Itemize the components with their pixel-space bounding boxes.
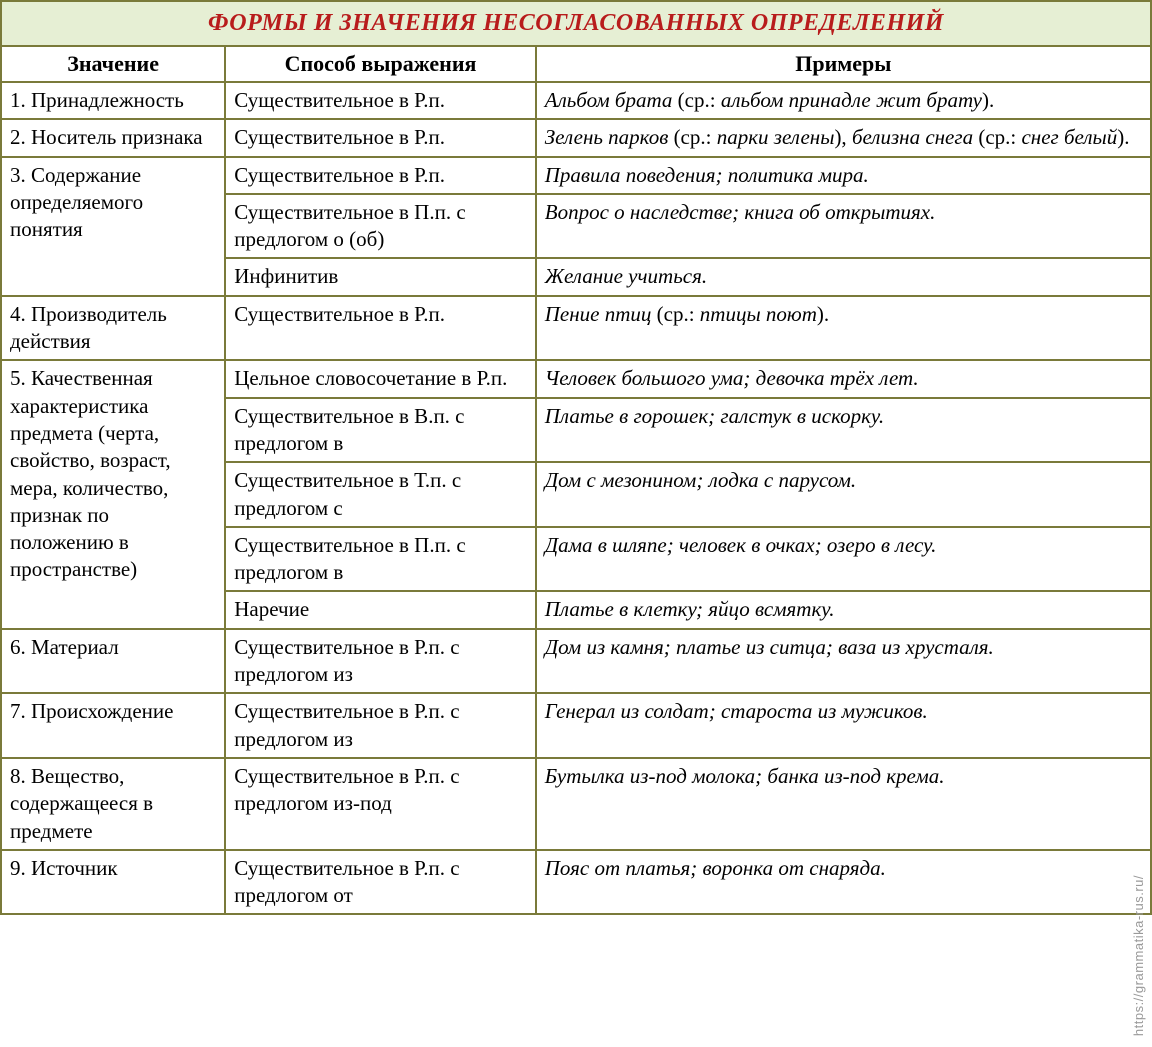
cell-method: Существительное в Р.п. с предлогом от [225,850,536,915]
grammar-table: ФОРМЫ И ЗНАЧЕНИЯ НЕСОГЛАСОВАННЫХ ОПРЕДЕЛ… [0,0,1152,915]
col-header-method: Способ выражения [225,46,536,82]
cell-examples: Зелень парков (ср.: парки зелены), белиз… [536,119,1151,156]
cell-examples: Дом из камня; платье из ситца; ваза из х… [536,629,1151,694]
table-row: 1. ПринадлежностьСуществительное в Р.п.А… [1,82,1151,119]
cell-meaning: 4. Производитель действия [1,296,225,361]
col-header-examples: Примеры [536,46,1151,82]
cell-examples: Пение птиц (ср.: птицы поют). [536,296,1151,361]
cell-method: Существительное в Т.п. с предлогом с [225,462,536,527]
cell-examples: Вопрос о наследстве; книга об открытиях. [536,194,1151,259]
table-row: 5. Качественная характеристика предмета … [1,360,1151,397]
cell-examples: Платье в горошек; галстук в искорку. [536,398,1151,463]
table-row: 4. Производитель действияСуществительное… [1,296,1151,361]
cell-method: Существительное в Р.п. [225,296,536,361]
cell-meaning: 6. Материал [1,629,225,694]
table-row: 3. Содержание определяемого понятияСущес… [1,157,1151,194]
cell-meaning: 8. Вещество, содержащееся в предмете [1,758,225,850]
cell-meaning: 9. Источник [1,850,225,915]
cell-examples: Дом с мезонином; лодка с парусом. [536,462,1151,527]
table-row: 6. МатериалСуществительное в Р.п. с пред… [1,629,1151,694]
cell-method: Существительное в В.п. с предлогом в [225,398,536,463]
cell-meaning: 1. Принадлежность [1,82,225,119]
col-header-meaning: Значение [1,46,225,82]
table-row: 2. Носитель признакаСуществительное в Р.… [1,119,1151,156]
cell-method: Существительное в Р.п. с предлогом из [225,693,536,758]
cell-examples: Дама в шляпе; человек в очках; озеро в л… [536,527,1151,592]
table-title: ФОРМЫ И ЗНАЧЕНИЯ НЕСОГЛАСОВАННЫХ ОПРЕДЕЛ… [1,1,1151,46]
cell-method: Существительное в Р.п. [225,82,536,119]
cell-method: Существительное в Р.п. с предлогом из [225,629,536,694]
cell-examples: Генерал из солдат; староста из мужиков. [536,693,1151,758]
cell-examples: Человек большого ума; девочка трёх лет. [536,360,1151,397]
cell-examples: Желание учиться. [536,258,1151,295]
cell-meaning: 3. Содержание определяемого понятия [1,157,225,296]
cell-method: Инфинитив [225,258,536,295]
cell-examples: Платье в клетку; яйцо всмятку. [536,591,1151,628]
cell-examples: Бутылка из-под молока; банка из-под крем… [536,758,1151,850]
cell-method: Цельное словосочетание в Р.п. [225,360,536,397]
table-row: 7. ПроисхождениеСуществительное в Р.п. с… [1,693,1151,758]
cell-examples: Правила поведения; политика мира. [536,157,1151,194]
cell-examples: Пояс от платья; воронка от снаряда. [536,850,1151,915]
table-row: 9. ИсточникСуществительное в Р.п. с пред… [1,850,1151,915]
cell-meaning: 2. Носитель признака [1,119,225,156]
cell-method: Существительное в Р.п. с предлогом из-по… [225,758,536,850]
cell-meaning: 7. Происхождение [1,693,225,758]
cell-method: Существительное в Р.п. [225,157,536,194]
cell-method: Существительное в П.п. с предлогом о (об… [225,194,536,259]
cell-method: Существительное в П.п. с предлогом в [225,527,536,592]
watermark: https://grammatika-rus.ru/ [1131,875,1146,1036]
cell-meaning: 5. Качественная характеристика предмета … [1,360,225,628]
table-row: 8. Вещество, содержащееся в предметеСуще… [1,758,1151,850]
cell-method: Существительное в Р.п. [225,119,536,156]
cell-examples: Альбом брата (ср.: альбом принадле жит б… [536,82,1151,119]
cell-method: Наречие [225,591,536,628]
